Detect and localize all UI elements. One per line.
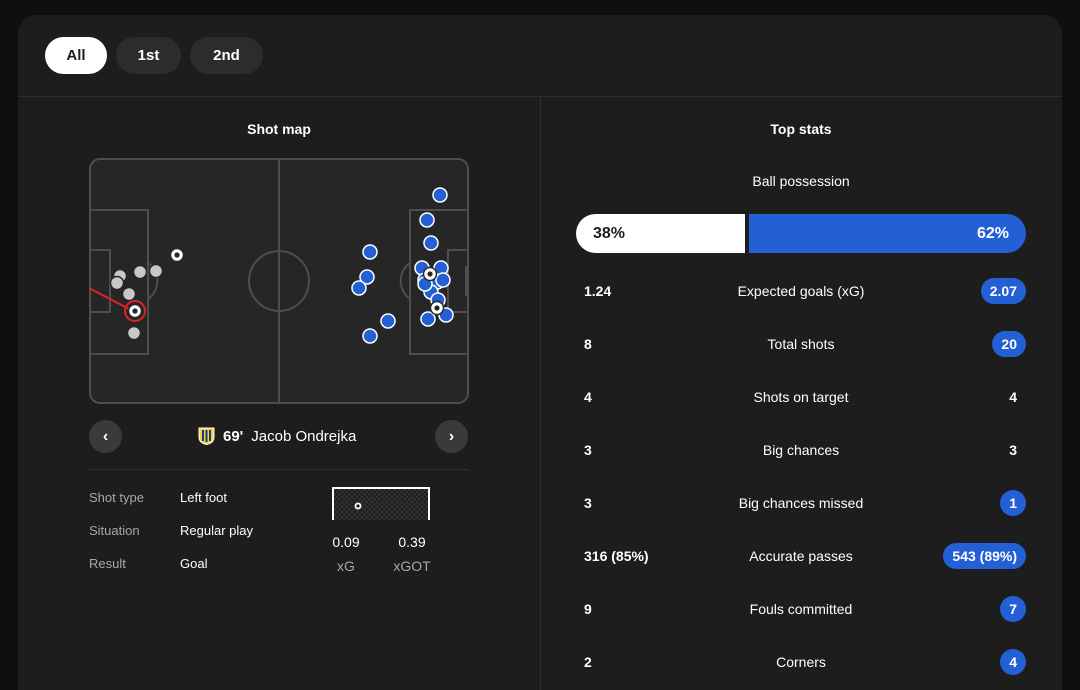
home-shots [109, 247, 185, 341]
stat-label: Big chances [762, 442, 840, 458]
shot-xg-value: 0.09 [332, 534, 360, 550]
stat-row: 1.24 Expected goals (xG) 2.07 [576, 278, 1026, 304]
shot-xgot-value: 0.39 [398, 534, 426, 550]
away-shot [420, 311, 436, 327]
stat-label: Accurate passes [749, 548, 853, 564]
stat-home-value: 9 [584, 601, 592, 617]
stat-away-value: 3 [1009, 442, 1017, 458]
away-shot [435, 272, 451, 288]
selected-shot-ring [124, 300, 146, 322]
possession-bar: 38% 62% [576, 214, 1026, 253]
stat-row: 2 Corners 4 [576, 649, 1026, 675]
stat-away-value: 7 [1000, 596, 1026, 622]
top-stats-title: Top stats [770, 121, 832, 137]
situation-label: Situation [89, 523, 140, 538]
stat-home-value: 4 [584, 389, 592, 405]
shot-details-divider [89, 469, 469, 470]
home-shot [109, 275, 125, 291]
shot-type-value: Left foot [180, 490, 227, 505]
stat-label: Total shots [767, 336, 835, 352]
stat-label: Expected goals (xG) [737, 283, 865, 299]
stat-label: Shots on target [753, 389, 849, 405]
away-shot [351, 280, 367, 296]
stat-home-value: 8 [584, 336, 592, 352]
stat-home-value: 1.24 [584, 283, 612, 299]
goal-frame-icon [332, 487, 430, 520]
stat-row: 9 Fouls committed 7 [576, 596, 1026, 622]
match-stats-card: All 1st 2nd Shot map [18, 15, 1062, 690]
stat-away-value: 4 [1000, 649, 1026, 675]
stat-row: 316 (85%) Accurate passes 543 (89%) [576, 543, 1026, 569]
tab-second-half[interactable]: 2nd [190, 37, 263, 74]
stat-home-value: 3 [584, 495, 592, 511]
shot-xg-label: xG [337, 558, 355, 574]
stat-away-value: 2.07 [980, 278, 1026, 304]
possession-label: Ball possession [752, 173, 850, 189]
chevron-right-icon: › [448, 427, 455, 445]
possession-home: 38% [576, 214, 746, 253]
away-shot [359, 269, 375, 285]
home-shot [126, 325, 142, 341]
result-label: Result [89, 556, 126, 571]
shot-player-name[interactable]: Jacob Ondrejka [251, 427, 357, 445]
shot-map-title: Shot map [247, 121, 311, 137]
shot-xgot-label: xGOT [393, 558, 431, 574]
stat-home-value: 2 [584, 654, 592, 670]
away-shot [423, 235, 439, 251]
shot-type-label: Shot type [89, 490, 144, 505]
away-shot [432, 187, 448, 203]
column-divider [540, 96, 541, 690]
away-shot [380, 313, 396, 329]
away-shots [351, 187, 454, 344]
stat-label: Fouls committed [749, 601, 853, 617]
next-shot-button[interactable]: › [435, 420, 468, 453]
stat-away-value: 4 [1009, 389, 1017, 405]
stat-home-value: 3 [584, 442, 592, 458]
tab-all[interactable]: All [45, 37, 107, 74]
selected-shot-player: 69' Jacob Ondrejka [198, 427, 356, 445]
shot-minute: 69' [223, 427, 244, 445]
period-tabs: All 1st 2nd [45, 37, 263, 74]
chevron-left-icon: ‹ [102, 427, 109, 445]
home-shot [148, 263, 164, 279]
stat-row: 3 Big chances 3 [576, 437, 1026, 463]
possession-away: 62% [749, 214, 1026, 253]
away-shot [419, 212, 435, 228]
previous-shot-button[interactable]: ‹ [89, 420, 122, 453]
away-shot [362, 328, 378, 344]
shot-map-pitch [89, 158, 469, 404]
stat-away-value: 20 [992, 331, 1026, 357]
team-crest-icon [198, 427, 215, 445]
stat-row: 4 Shots on target 4 [576, 384, 1026, 410]
home-shot [132, 264, 148, 280]
stat-away-value: 543 (89%) [943, 543, 1026, 569]
result-value: Goal [180, 556, 208, 571]
stat-row: 3 Big chances missed 1 [576, 490, 1026, 516]
stat-away-value: 1 [1000, 490, 1026, 516]
tab-first-half[interactable]: 1st [116, 37, 181, 74]
stat-label: Corners [776, 654, 826, 670]
stat-home-value: 316 (85%) [584, 548, 649, 564]
situation-value: Regular play [180, 523, 253, 538]
home-shot [121, 286, 137, 302]
stat-label: Big chances missed [738, 495, 864, 511]
stat-row: 8 Total shots 20 [576, 331, 1026, 357]
away-shot [362, 244, 378, 260]
